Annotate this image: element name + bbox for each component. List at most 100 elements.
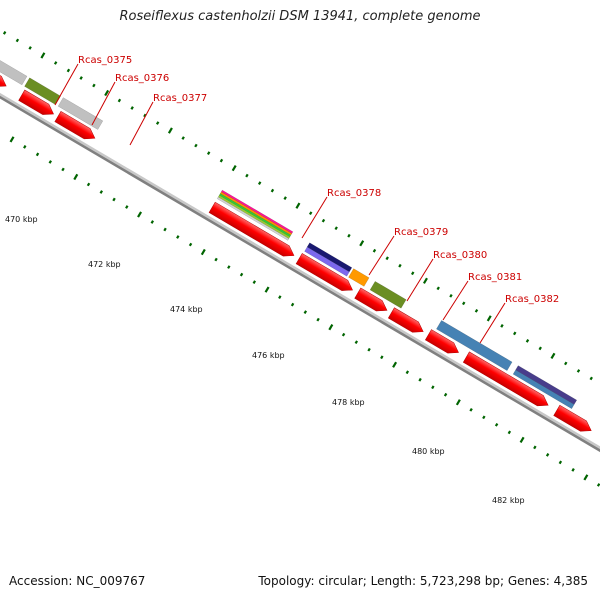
kbp-labels: 470 kbp 472 kbp 474 kbp 476 kbp 478 kbp 480 k…: [5, 215, 525, 505]
gene-label: Rcas_0381: [468, 272, 522, 283]
backbone-highlight: [0, 48, 600, 508]
gene-label: Rcas_0375: [78, 55, 132, 66]
inner-tick: [418, 377, 422, 382]
outer-tick: [155, 121, 160, 125]
gene-label: Rcas_0377: [153, 93, 207, 104]
outer-tick: [28, 46, 32, 50]
inner-tick: [354, 340, 359, 345]
inner-tick: [239, 272, 244, 277]
outer-tick: [283, 196, 287, 201]
gene-label: Rcas_0376: [115, 73, 169, 84]
outer-tick: [334, 226, 338, 231]
kbp-label: 478 kbp: [332, 398, 365, 407]
kbp-label: 472 kbp: [88, 260, 121, 269]
inner-tick: [431, 385, 435, 390]
outer-tick: [422, 277, 428, 284]
outer-tick: [321, 218, 326, 223]
outer-tick: [231, 164, 237, 172]
kbp-label: 470 kbp: [5, 215, 38, 224]
inner-tick: [405, 370, 410, 375]
gene-label: Rcas_0382: [505, 294, 559, 305]
gene-callouts: Rcas_0375 Rcas_0376 Rcas_0377 Rcas_0378 Rcas…: [54, 55, 559, 344]
kbp-label: 482 kbp: [492, 496, 525, 505]
outer-tick: [462, 301, 466, 306]
gene-band-rcas-0380: [348, 268, 370, 287]
accession-text: Accession: NC_009767: [9, 574, 146, 588]
inner-tick: [290, 302, 295, 307]
inner-scale-ticks: [9, 136, 600, 487]
inner-tick: [9, 136, 15, 143]
inner-tick: [443, 392, 448, 397]
inner-tick: [596, 483, 600, 487]
callout-line: [301, 196, 328, 239]
gene-label: Rcas_0380: [433, 250, 487, 261]
outer-tick: [245, 173, 249, 178]
gene-features: [0, 53, 578, 409]
inner-tick: [227, 265, 231, 269]
outer-tick: [117, 98, 122, 103]
callout-line: [442, 280, 469, 321]
inner-tick: [200, 248, 206, 256]
inner-tick: [264, 286, 270, 293]
callout-line: [91, 81, 116, 126]
cds-arrow: [553, 404, 592, 432]
gene-band-purple: [515, 365, 578, 405]
inner-tick: [482, 415, 486, 420]
outer-tick: [194, 143, 198, 148]
outer-tick: [410, 271, 415, 276]
inner-tick: [137, 211, 143, 218]
gene-band-rcas-0378: [216, 196, 290, 241]
inner-tick: [392, 361, 398, 368]
callout-line: [54, 63, 79, 106]
outer-tick: [104, 89, 110, 97]
outer-tick: [206, 151, 211, 155]
gene-label: Rcas_0378: [327, 188, 381, 199]
outer-tick: [79, 76, 83, 80]
map-title: Roseiflexus castenholzii DSM 13941, comp…: [119, 9, 481, 24]
outer-tick: [359, 240, 365, 247]
outer-tick: [500, 324, 504, 328]
outer-tick: [295, 202, 301, 209]
inner-tick: [507, 430, 512, 435]
inner-tick: [112, 197, 116, 202]
outer-tick: [576, 369, 581, 373]
inner-tick: [214, 257, 218, 262]
kbp-label: 476 kbp: [252, 351, 285, 360]
cds-arrow: [18, 89, 54, 115]
callout-line: [406, 258, 434, 302]
gene-band-rcas-0375: [0, 53, 28, 86]
outer-tick: [436, 286, 440, 291]
cds-arrow: [54, 110, 96, 140]
cds-arrow: [424, 329, 459, 354]
outer-tick: [270, 188, 275, 193]
inner-tick: [176, 235, 180, 239]
outer-tick: [525, 339, 530, 343]
cds-arrow: [354, 287, 388, 312]
gene-band-rcas-0377: [57, 97, 104, 130]
outer-tick: [219, 158, 224, 163]
outer-tick: [53, 61, 58, 65]
outer-tick: [589, 376, 593, 381]
inner-tick: [278, 295, 282, 299]
inner-tick: [558, 460, 563, 465]
outer-tick: [347, 233, 351, 238]
inner-tick: [35, 152, 40, 157]
inner-tick: [163, 227, 167, 232]
outer-tick: [372, 248, 377, 253]
inner-tick: [48, 160, 52, 164]
inner-tick: [494, 422, 499, 427]
callout-line: [129, 101, 154, 146]
cds-arrows: [0, 65, 592, 432]
inner-tick: [86, 182, 91, 187]
inner-tick: [252, 280, 257, 284]
inner-tick: [341, 332, 346, 337]
outer-tick: [538, 346, 542, 351]
inner-tick: [469, 407, 473, 412]
gene-band-rcas-0382: [436, 320, 513, 371]
inner-tick: [73, 173, 79, 181]
inner-tick: [455, 399, 461, 406]
gene-label: Rcas_0379: [394, 227, 448, 238]
outer-tick: [257, 181, 262, 185]
gene-band-rcas-0379: [304, 246, 350, 277]
